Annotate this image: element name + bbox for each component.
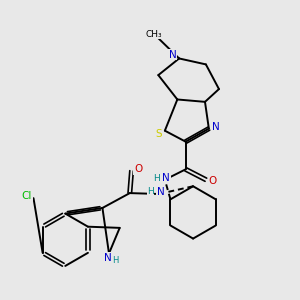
- Text: N: N: [163, 173, 170, 183]
- Text: Cl: Cl: [22, 191, 32, 201]
- Text: S: S: [156, 129, 162, 139]
- Text: H: H: [147, 187, 154, 196]
- Text: O: O: [208, 176, 217, 186]
- Text: N: N: [157, 187, 164, 196]
- Text: N: N: [169, 50, 176, 60]
- Text: N: N: [103, 253, 111, 263]
- Text: N: N: [212, 122, 219, 132]
- Text: H: H: [153, 174, 160, 183]
- Text: H: H: [112, 256, 119, 266]
- Text: CH₃: CH₃: [146, 30, 163, 39]
- Text: H: H: [147, 187, 154, 196]
- Text: O: O: [134, 164, 142, 174]
- Text: N: N: [157, 187, 164, 196]
